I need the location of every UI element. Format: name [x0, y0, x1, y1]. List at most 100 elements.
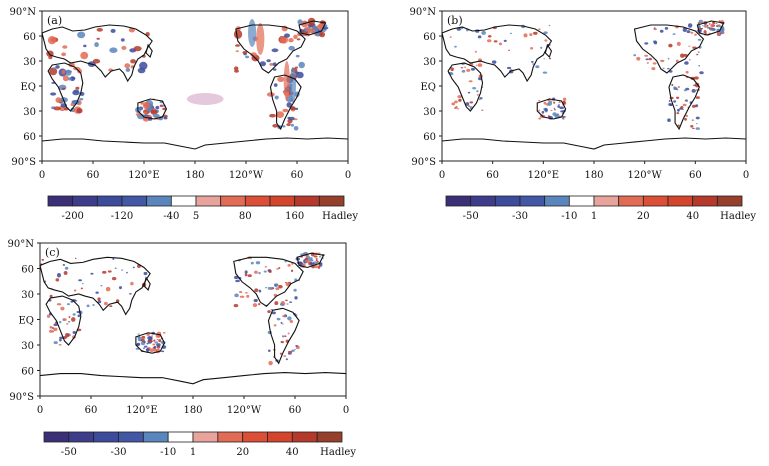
anomaly-patch	[695, 116, 700, 120]
anomaly-patch	[120, 269, 124, 271]
anomaly-patch	[130, 59, 137, 64]
anomaly-patch	[96, 37, 100, 40]
anomaly-patch	[52, 67, 56, 69]
colorbar-cell	[494, 195, 521, 207]
anomaly-patch	[690, 31, 694, 34]
anomaly-patch	[553, 107, 556, 110]
colorbar-cell	[121, 195, 148, 207]
anomaly-patch	[49, 329, 54, 333]
colorbar-cell	[294, 195, 320, 207]
x-tick-label: 120°W	[627, 170, 662, 181]
x-tick-label: 120°E	[128, 170, 159, 181]
anomaly-patch	[160, 341, 164, 344]
colorbar-cell	[72, 195, 98, 207]
anomaly-patch	[60, 306, 65, 311]
y-tick-label: EQ	[19, 316, 35, 327]
anomaly-patch	[273, 324, 277, 327]
anomaly-patch	[530, 47, 534, 50]
anomaly-patch	[234, 293, 239, 298]
anomaly-patch	[553, 109, 556, 111]
anomaly-patch	[285, 282, 290, 287]
anomaly-patch	[149, 348, 154, 353]
anomaly-patch	[548, 57, 552, 60]
colorbar-cell	[167, 431, 194, 443]
anomaly-patch	[293, 118, 298, 121]
anomaly-patch	[277, 76, 285, 83]
anomaly-patch	[76, 107, 83, 114]
anomaly-patch	[318, 264, 321, 266]
anomaly-patch	[558, 103, 560, 106]
anomaly-patch	[685, 70, 689, 74]
anomaly-patch	[457, 95, 462, 99]
anomaly-patch	[662, 67, 665, 69]
anomaly-patch	[698, 65, 700, 67]
anomaly-patch	[287, 316, 292, 321]
anomaly-patch	[284, 33, 290, 38]
anomaly-patch	[651, 67, 656, 71]
anomaly-patch	[558, 101, 561, 103]
anomaly-patch	[646, 62, 649, 64]
x-tick-label: 0	[345, 170, 351, 181]
anomaly-patch	[242, 51, 248, 54]
anomaly-band	[248, 19, 257, 47]
x-tick-label: 60	[291, 170, 304, 181]
anomaly-patch	[61, 69, 66, 75]
anomaly-patch	[79, 98, 84, 101]
anomaly-patch	[96, 27, 103, 32]
anomaly-patch	[285, 299, 288, 302]
anomaly-patch	[291, 262, 294, 265]
anomaly-patch	[691, 119, 694, 121]
anomaly-patch	[676, 108, 680, 112]
anomaly-patch	[695, 104, 699, 108]
anomaly-patch	[275, 287, 280, 291]
colorbar-cell	[291, 431, 318, 443]
anomaly-patch	[476, 94, 479, 96]
anomaly-band	[283, 61, 290, 101]
anomaly-patch	[543, 101, 547, 105]
anomaly-patch	[706, 26, 710, 29]
anomaly-patch	[48, 55, 53, 60]
colorbar-tick-label: 1	[190, 447, 196, 458]
anomaly-patch	[474, 50, 477, 53]
anomaly-patch	[136, 342, 141, 346]
anomaly-patch	[86, 304, 90, 308]
colorbar-cell	[716, 195, 743, 207]
anomaly-patch	[276, 268, 279, 270]
anomaly-patch	[71, 317, 76, 322]
anomaly-patch	[94, 42, 99, 48]
anomaly-patch	[465, 102, 470, 106]
y-tick-label: 60	[423, 132, 436, 143]
anomaly-patch	[250, 261, 254, 265]
y-tick-label: EQ	[421, 82, 437, 93]
anomaly-patch	[667, 68, 670, 70]
anomaly-patch	[284, 335, 287, 338]
y-tick-label: EQ	[21, 82, 37, 93]
anomaly-patch	[466, 68, 471, 72]
anomaly-patch	[153, 339, 156, 342]
anomaly-patch	[318, 256, 322, 258]
anomaly-patch	[690, 125, 694, 128]
anomaly-patch	[675, 96, 680, 100]
anomaly-patch	[285, 358, 288, 361]
colorbar-tick-label: 1	[591, 211, 597, 222]
anomaly-patch	[671, 83, 674, 87]
anomaly-patch	[698, 25, 701, 28]
anomaly-patch	[153, 345, 157, 349]
anomaly-patch	[61, 87, 66, 90]
anomaly-patch	[451, 102, 456, 106]
anomaly-patch	[718, 24, 721, 27]
anomaly-patch	[109, 305, 113, 308]
anomaly-patch	[100, 285, 103, 287]
colorbar-cell	[43, 431, 70, 443]
colorbar-tick-label: -30	[110, 447, 126, 458]
anomaly-patch	[126, 271, 128, 274]
anomaly-patch	[148, 339, 153, 343]
anomaly-patch	[121, 45, 127, 50]
anomaly-patch	[290, 123, 295, 127]
anomaly-patch	[653, 27, 656, 29]
anomaly-patch	[55, 97, 62, 103]
anomaly-patch	[652, 62, 657, 65]
anomaly-patch	[73, 289, 77, 292]
y-tick-label: 90°S	[9, 392, 34, 403]
